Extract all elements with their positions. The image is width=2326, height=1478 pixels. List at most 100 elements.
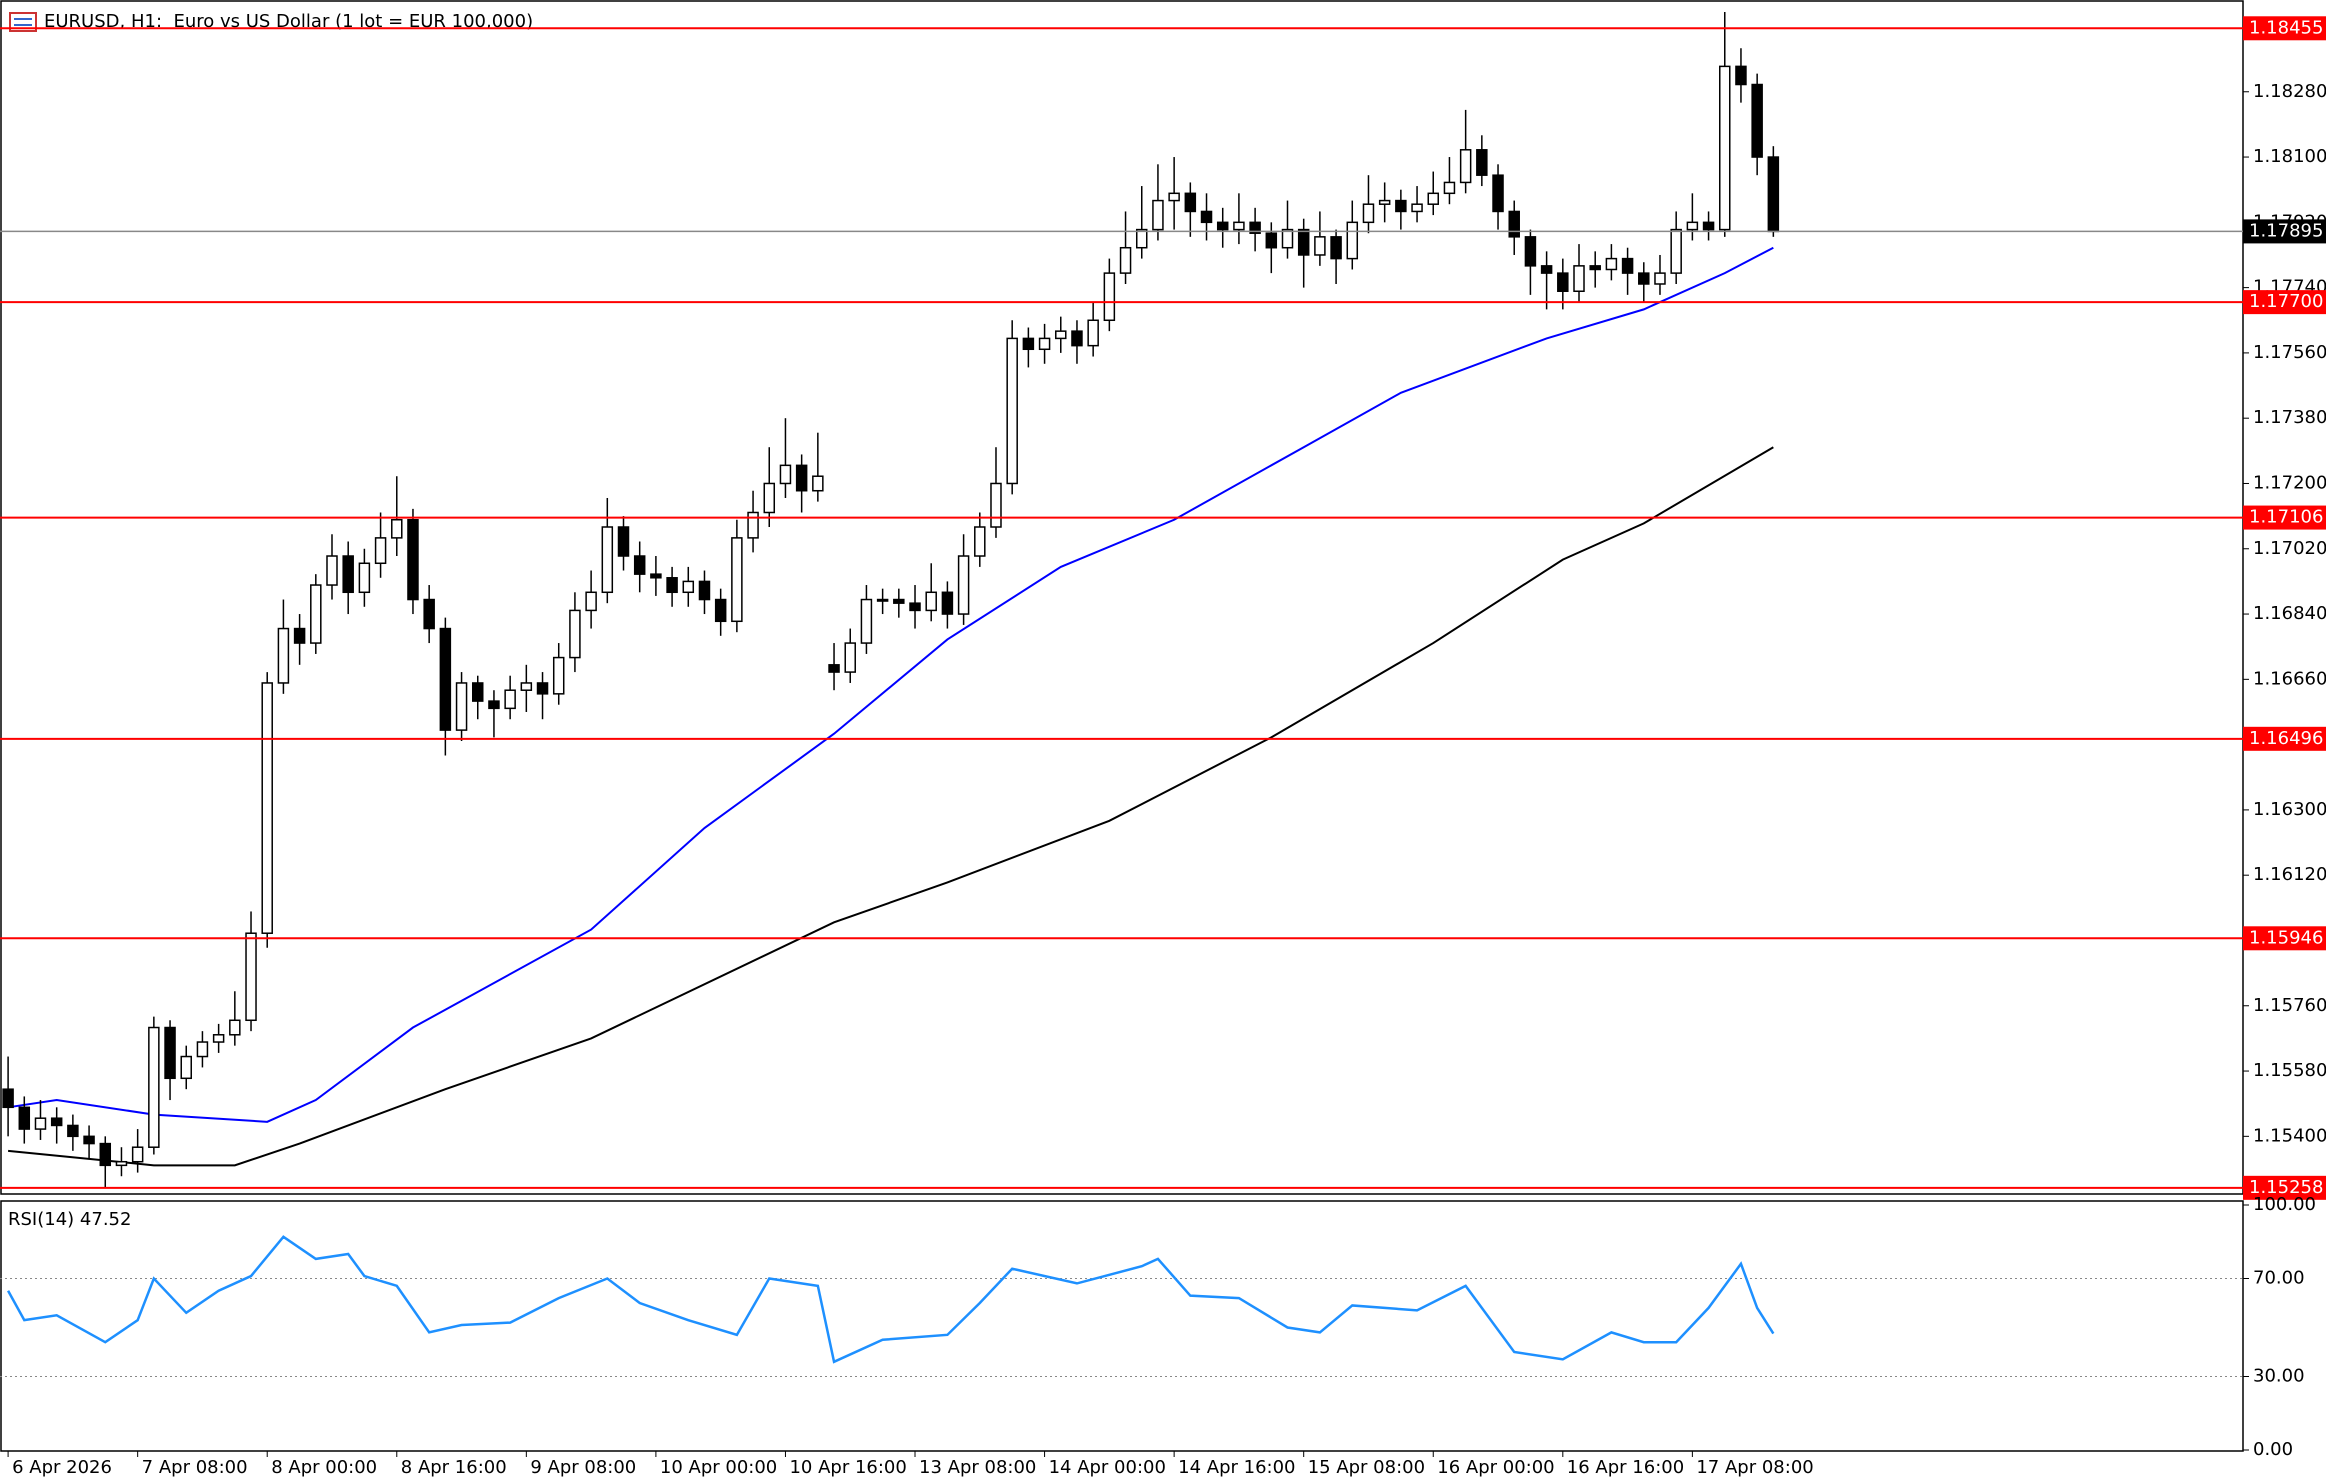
candle-body xyxy=(1071,330,1083,347)
candle-body xyxy=(50,1117,63,1127)
candle-body xyxy=(293,627,306,644)
x-tick-label: 13 Apr 08:00 xyxy=(919,1457,1036,1478)
candle-body xyxy=(1443,181,1456,195)
candle-body xyxy=(18,1106,31,1130)
x-tick-label: 8 Apr 16:00 xyxy=(401,1457,507,1478)
y-tick-label: 1.15400 xyxy=(2253,1125,2326,1146)
candle-body xyxy=(115,1160,128,1167)
level-label: 1.15946 xyxy=(2249,927,2323,948)
candle-body xyxy=(1297,228,1310,256)
candle-body xyxy=(1022,337,1035,351)
y-tick-label: 1.17020 xyxy=(2253,538,2326,559)
candle-body xyxy=(455,682,468,731)
candle-body xyxy=(1216,221,1229,231)
rsi-title: RSI(14) 47.52 xyxy=(8,1209,131,1230)
level-box xyxy=(2243,726,2326,751)
y-tick-label: 1.16660 xyxy=(2253,668,2326,689)
candle-body xyxy=(1654,272,1666,285)
level-label: 1.18455 xyxy=(2249,17,2323,38)
candle-body xyxy=(423,598,435,630)
candle-body xyxy=(1508,210,1520,238)
candle-body xyxy=(1249,221,1261,234)
candle-body xyxy=(148,1026,160,1148)
candle-body xyxy=(1411,203,1423,213)
x-tick-label: 14 Apr 16:00 xyxy=(1178,1457,1295,1478)
level-box xyxy=(2243,16,2326,41)
level-label: 1.16496 xyxy=(2249,728,2323,749)
candle-body xyxy=(196,1041,209,1058)
candle-body xyxy=(164,1026,176,1080)
level-box xyxy=(2243,926,2326,951)
candle-body xyxy=(1735,65,1747,86)
candle-body xyxy=(358,562,371,594)
candle-body xyxy=(844,642,856,673)
candle-body xyxy=(1200,210,1213,224)
y-tick-label: 1.17380 xyxy=(2253,407,2326,428)
candle-body xyxy=(1589,265,1601,271)
y-tick-label: 1.16840 xyxy=(2253,603,2326,624)
rsi-panel xyxy=(0,1200,2244,1452)
candle-body xyxy=(957,555,970,615)
candle-body xyxy=(1621,257,1634,274)
candle-body xyxy=(1670,228,1682,274)
level-label: 1.17700 xyxy=(2249,291,2323,312)
candle-body xyxy=(2,1088,14,1109)
candle-body xyxy=(1184,192,1197,213)
candle-body xyxy=(633,555,646,575)
level-box xyxy=(2243,1175,2326,1200)
y-tick-label: 1.18100 xyxy=(2253,146,2326,167)
candle-body xyxy=(1492,174,1504,213)
candle-body xyxy=(666,577,678,594)
candle-body xyxy=(1573,265,1585,292)
candle-body xyxy=(504,689,516,710)
level-label: 1.15258 xyxy=(2249,1177,2323,1198)
candle-body xyxy=(747,511,759,539)
candle-body xyxy=(1395,199,1407,213)
x-tick-label: 16 Apr 00:00 xyxy=(1437,1457,1554,1478)
candle-body xyxy=(83,1135,95,1145)
candle-body xyxy=(650,573,662,579)
candle-body xyxy=(342,555,354,594)
candle-body xyxy=(1038,337,1051,351)
level-box xyxy=(2243,290,2326,315)
candle-body xyxy=(876,598,889,602)
candle-body xyxy=(1605,257,1618,271)
x-tick-label: 9 Apr 08:00 xyxy=(530,1457,636,1478)
rsi-y-tick-label: 100.00 xyxy=(2253,1194,2316,1215)
candle-body xyxy=(1524,236,1537,267)
candle-body xyxy=(180,1055,192,1080)
y-tick-label: 1.17200 xyxy=(2253,472,2326,493)
candle-body xyxy=(1719,65,1731,231)
x-tick-label: 14 Apr 00:00 xyxy=(1049,1457,1166,1478)
y-tick-label: 1.15760 xyxy=(2253,995,2326,1016)
candle-body xyxy=(585,591,597,612)
candle-body xyxy=(795,464,808,492)
candle-body xyxy=(617,526,630,557)
candle-body xyxy=(1314,236,1326,256)
candle-body xyxy=(34,1117,47,1130)
candle-body xyxy=(439,627,452,731)
candle-body xyxy=(1459,149,1472,184)
candle-body xyxy=(779,464,792,485)
candle-body xyxy=(909,602,921,612)
price-panel xyxy=(0,0,2244,1195)
candle-body xyxy=(1135,228,1148,249)
current-price-label: 1.17895 xyxy=(2249,220,2323,241)
candle-body xyxy=(1362,203,1375,224)
candle-body xyxy=(1638,272,1650,285)
y-tick-label: 1.17560 xyxy=(2253,342,2326,363)
candle-body xyxy=(374,537,387,565)
rsi-y-tick-label: 0.00 xyxy=(2253,1439,2293,1460)
x-tick-label: 6 Apr 2026 xyxy=(12,1457,112,1478)
candle-body xyxy=(812,475,824,492)
candle-body xyxy=(1152,199,1164,231)
candle-body xyxy=(472,682,484,702)
candle-body xyxy=(1087,319,1099,347)
candle-body xyxy=(488,700,500,710)
candle-body xyxy=(1006,337,1018,485)
candle-body xyxy=(1103,272,1116,322)
candle-body xyxy=(229,1019,241,1036)
candle-body xyxy=(682,580,695,594)
candle-body xyxy=(1557,272,1569,292)
candle-body xyxy=(391,518,403,539)
